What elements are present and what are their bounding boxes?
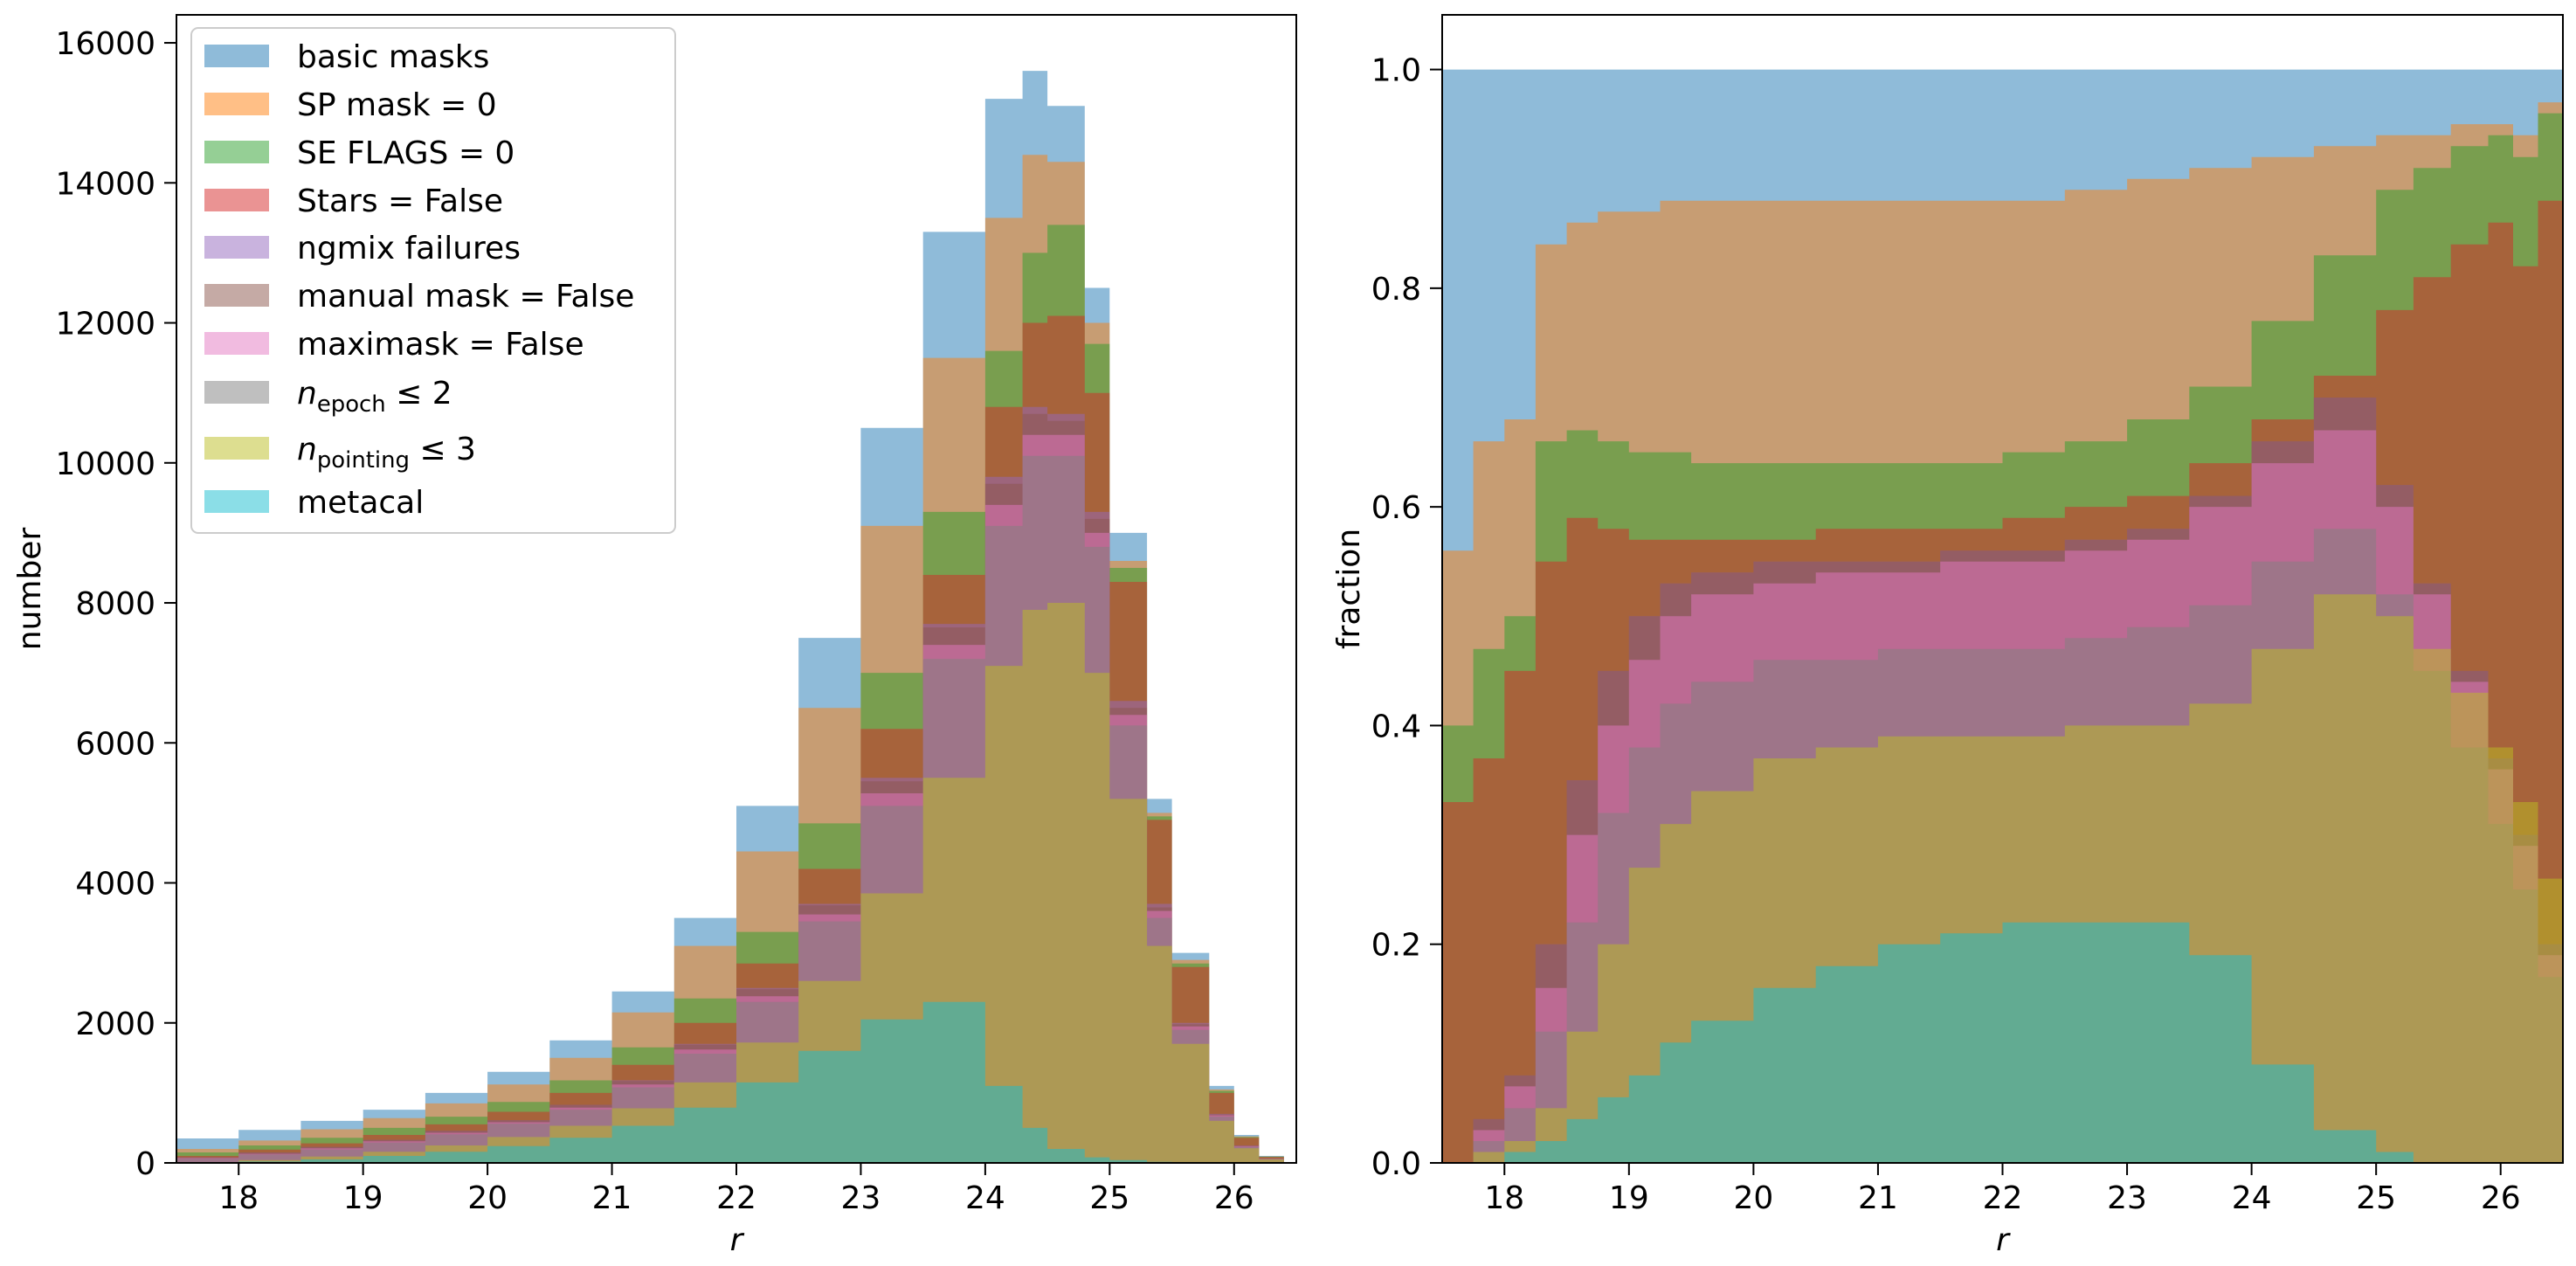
x-tick-label: 21 bbox=[592, 1180, 632, 1216]
legend-label: basic masks bbox=[297, 39, 489, 75]
x-tick-label: 24 bbox=[965, 1180, 1005, 1216]
y-tick-label: 0.4 bbox=[1371, 709, 1421, 744]
legend-box bbox=[190, 27, 676, 534]
right-panel-fraction-histogram: 18 19 20 21 22 23 24 25 26 0.0 0.2 0.4 0.6 0.8 1.0 r fra… bbox=[1331, 14, 2564, 1258]
x-tick-label: 26 bbox=[1214, 1180, 1254, 1216]
y-tick-label: 2000 bbox=[75, 1007, 155, 1042]
x-tick-label: 19 bbox=[343, 1180, 383, 1216]
y-tick-label: 0.0 bbox=[1371, 1146, 1421, 1182]
x-tick-label: 18 bbox=[1484, 1180, 1524, 1216]
x-tick-label: 18 bbox=[218, 1180, 259, 1216]
y-tick-label: 6000 bbox=[75, 726, 155, 762]
series-area-9 bbox=[1442, 922, 2563, 1163]
legend-swatch bbox=[204, 332, 269, 355]
x-tick-label: 21 bbox=[1858, 1180, 1898, 1216]
x-tick-label: 23 bbox=[2107, 1180, 2147, 1216]
left-panel-number-histogram: 18 19 20 21 22 23 24 25 26 0 2000 4000 6000 8000 10000… bbox=[12, 14, 1297, 1258]
legend-label: SP mask = 0 bbox=[297, 87, 497, 123]
y-tick-label: 0 bbox=[135, 1146, 155, 1182]
legend-swatch bbox=[204, 189, 269, 211]
legend-swatch bbox=[204, 284, 269, 307]
x-tick-label: 22 bbox=[1983, 1180, 2023, 1216]
y-tick-label: 16000 bbox=[55, 26, 155, 62]
y-tick-label: 1.0 bbox=[1371, 53, 1421, 89]
x-tick-label: 26 bbox=[2481, 1180, 2521, 1216]
series-areas bbox=[176, 71, 1296, 1163]
legend-label: SE FLAGS = 0 bbox=[297, 135, 515, 171]
y-tick-label: 0.2 bbox=[1371, 928, 1421, 964]
y-tick-label: 10000 bbox=[55, 446, 155, 482]
legend-swatch bbox=[204, 141, 269, 163]
legend-swatch bbox=[204, 93, 269, 115]
y-tick-label: 14000 bbox=[55, 166, 155, 202]
x-tick-label: 20 bbox=[467, 1180, 508, 1216]
legend-swatch bbox=[204, 490, 269, 513]
x-tick-label: 22 bbox=[716, 1180, 756, 1216]
x-tick-label: 24 bbox=[2232, 1180, 2272, 1216]
legend: basic masks SP mask = 0 SE FLAGS = 0 Stars … bbox=[190, 27, 676, 534]
x-tick-label: 25 bbox=[2356, 1180, 2396, 1216]
y-axis-label: fraction bbox=[1331, 529, 1367, 649]
legend-label: Stars = False bbox=[297, 183, 503, 219]
legend-swatch bbox=[204, 381, 269, 404]
x-tick-label: 25 bbox=[1089, 1180, 1129, 1216]
legend-label: manual mask = False bbox=[297, 279, 634, 315]
x-tick-label: 23 bbox=[841, 1180, 881, 1216]
legend-swatch bbox=[204, 236, 269, 259]
legend-swatch bbox=[204, 45, 269, 67]
series-area-8 bbox=[176, 603, 1296, 1163]
y-tick-label: 12000 bbox=[55, 307, 155, 342]
y-tick-label: 0.6 bbox=[1371, 490, 1421, 526]
series-areas bbox=[1442, 69, 2563, 1163]
y-tick-label: 8000 bbox=[75, 586, 155, 622]
legend-swatch bbox=[204, 437, 269, 460]
y-tick-label: 0.8 bbox=[1371, 272, 1421, 308]
legend-label: ngmix failures bbox=[297, 231, 521, 266]
x-tick-label: 20 bbox=[1733, 1180, 1773, 1216]
x-tick-label: 19 bbox=[1609, 1180, 1649, 1216]
y-axis-label: number bbox=[12, 528, 48, 651]
x-axis-label: r bbox=[1996, 1222, 2011, 1258]
legend-label: maximask = False bbox=[297, 327, 584, 363]
legend-label: npointing ≤ 3 bbox=[297, 432, 476, 474]
x-axis-label: r bbox=[730, 1222, 745, 1258]
y-tick-label: 4000 bbox=[75, 867, 155, 903]
legend-label: nepoch ≤ 2 bbox=[297, 376, 452, 418]
series-area-9 bbox=[176, 1001, 1296, 1163]
legend-label: metacal bbox=[297, 485, 424, 521]
